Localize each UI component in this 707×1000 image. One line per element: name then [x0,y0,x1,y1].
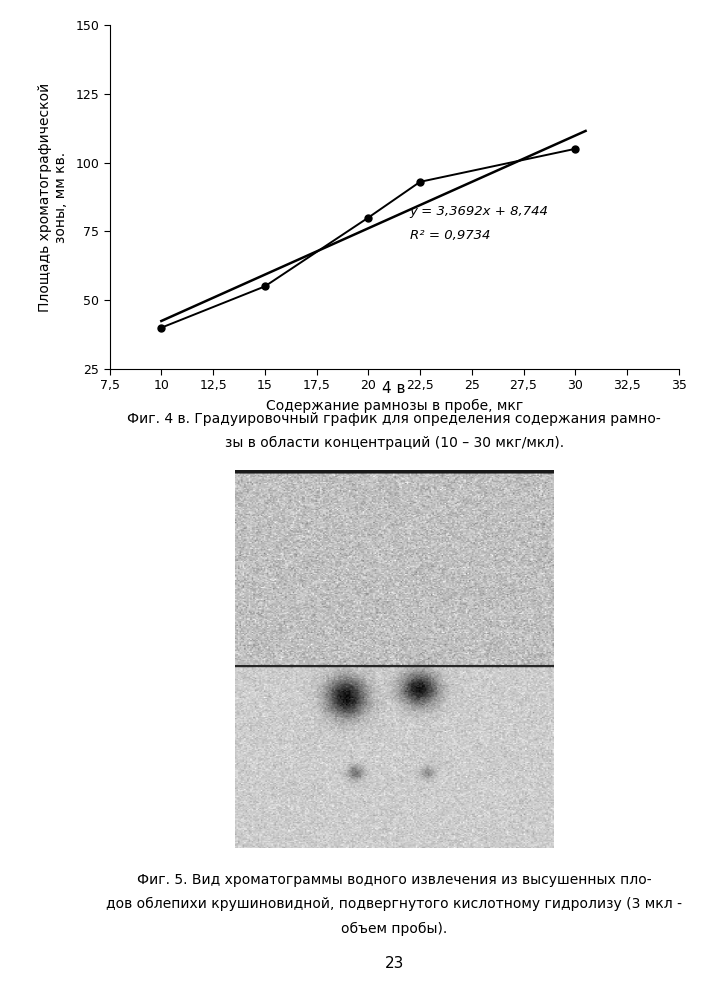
Point [570,141,581,157]
Point [414,174,426,190]
Text: Фиг. 5. Вид хроматограммы водного извлечения из высушенных пло-: Фиг. 5. Вид хроматограммы водного извлеч… [137,873,651,887]
Text: y = 3,3692x + 8,744: y = 3,3692x + 8,744 [409,205,549,218]
Text: дов облепихи крушиновидной, подвергнутого кислотному гидролизу (3 мкл -: дов облепихи крушиновидной, подвергнутог… [106,897,682,911]
Text: Фиг. 4 в. Градуировочный график для определения содержания рамно-: Фиг. 4 в. Градуировочный график для опре… [127,412,661,426]
X-axis label: Содержание рамнозы в пробе, мкг: Содержание рамнозы в пробе, мкг [266,399,522,413]
Text: 23: 23 [385,956,404,971]
Text: зы в области концентраций (10 – 30 мкг/мкл).: зы в области концентраций (10 – 30 мкг/м… [225,436,563,450]
Point [363,210,374,226]
Text: объем пробы).: объем пробы). [341,922,448,936]
Point [259,278,271,294]
Y-axis label: Площадь хроматографической
зоны, мм кв.: Площадь хроматографической зоны, мм кв. [38,82,69,312]
Text: 4 в: 4 в [382,381,406,396]
Text: R² = 0,9734: R² = 0,9734 [409,229,490,242]
Point [156,320,167,336]
